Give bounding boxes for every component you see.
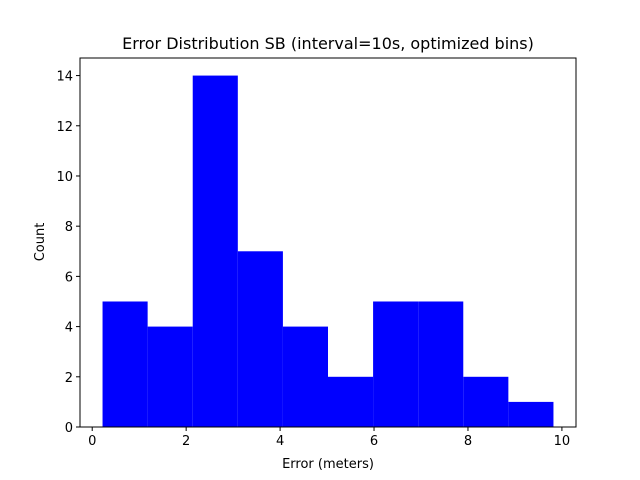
x-tick-label-3: 6 <box>370 434 378 449</box>
y-tick-label-5: 10 <box>56 170 73 185</box>
histogram-bar-0 <box>102 301 148 427</box>
y-tick-label-2: 4 <box>65 321 73 336</box>
y-tick-label-3: 6 <box>65 270 73 285</box>
x-axis-ticks: 0 2 4 6 8 10 <box>88 427 570 449</box>
histogram-bar-3 <box>237 251 283 427</box>
bars-group <box>102 75 554 428</box>
histogram-bar-4 <box>282 326 328 427</box>
histogram-bar-2 <box>192 75 238 428</box>
x-tick-label-4: 8 <box>464 434 472 449</box>
y-tick-label-6: 12 <box>56 120 73 135</box>
histogram-bar-7 <box>418 301 464 427</box>
chart-title: Error Distribution SB (interval=10s, opt… <box>122 34 534 53</box>
y-axis-label: Count <box>33 223 48 262</box>
x-tick-label-5: 10 <box>554 434 571 449</box>
y-axis-ticks: 0 2 4 6 8 10 12 14 <box>56 70 80 436</box>
plot-frame <box>79 57 577 428</box>
y-tick-label-7: 14 <box>56 70 73 85</box>
y-tick-label-0: 0 <box>65 421 73 436</box>
histogram-bar-5 <box>328 376 374 427</box>
y-tick-label-4: 8 <box>65 220 73 235</box>
x-tick-label-1: 2 <box>182 434 190 449</box>
x-tick-label-0: 0 <box>88 434 96 449</box>
histogram-bar-9 <box>508 401 554 427</box>
x-tick-label-2: 4 <box>276 434 284 449</box>
histogram-bar-8 <box>463 376 509 427</box>
histogram-bar-1 <box>147 326 193 427</box>
y-tick-label-1: 2 <box>65 371 73 386</box>
histogram-bar-6 <box>373 301 419 427</box>
x-axis-label: Error (meters) <box>282 457 374 472</box>
